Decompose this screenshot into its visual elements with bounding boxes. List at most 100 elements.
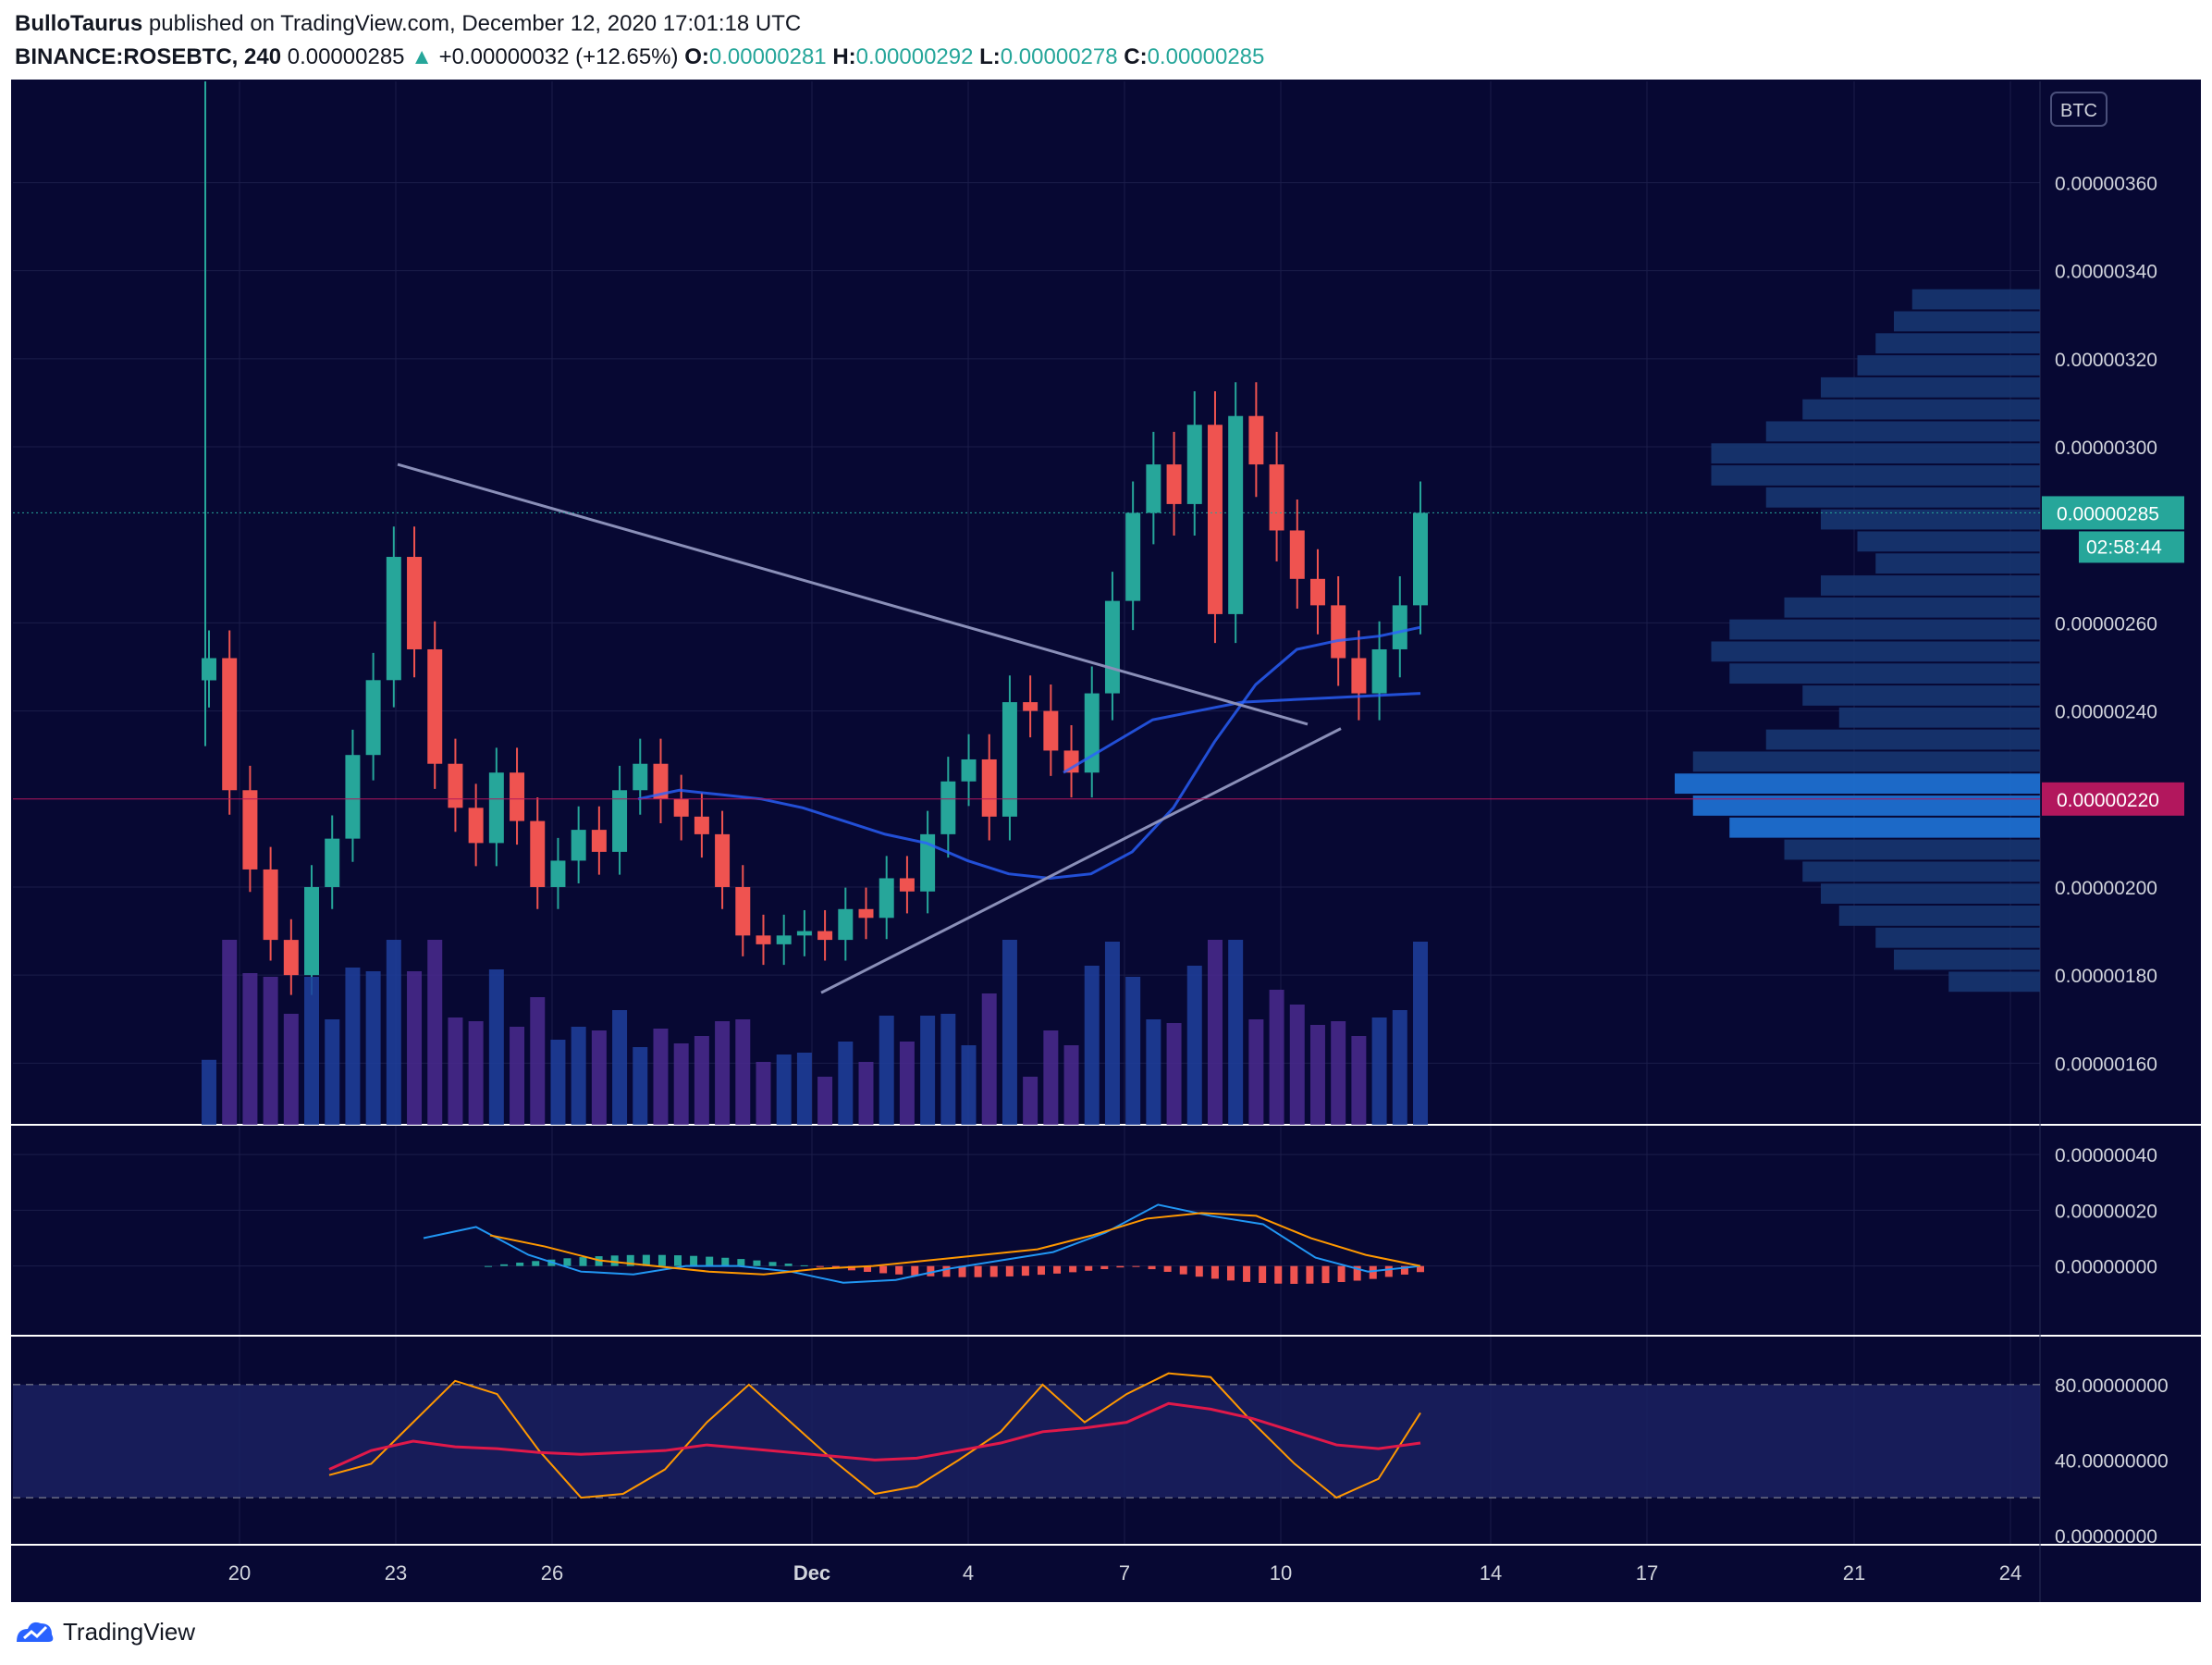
tradingview-logo-icon[interactable] [15,1618,55,1646]
candle-body [838,908,854,941]
volume-profile-bar [1838,906,2040,926]
candle-body [1146,464,1161,513]
y-tick-label: 0.00000240 [2055,702,2157,723]
candle-body [1166,464,1182,504]
macd-histogram-bar [1037,1265,1045,1276]
y-tick-label: 0.00000200 [2055,878,2157,899]
candle-body [776,935,792,944]
candle-body [715,833,731,887]
x-tick-label: 10 [1270,1561,1292,1585]
volume-profile-bar [1802,861,2040,882]
moving-average-line [1063,692,1421,774]
macd-histogram-bar [753,1260,761,1266]
y-tick-label: 0.00000180 [2055,966,2157,987]
volume-bar [1331,1021,1346,1125]
y-tick-label: 0.00000160 [2055,1054,2157,1075]
macd-histogram-bar [485,1265,492,1267]
close-value: 0.00000285 [1147,44,1265,69]
candle-body [530,820,546,887]
volume-bar [673,1043,689,1125]
macd-histogram-bar [816,1265,824,1267]
publisher-name[interactable]: BulloTaurus [15,11,143,36]
macd-histogram-bar [500,1264,509,1266]
candle-body [283,940,299,976]
volume-bar [510,1027,525,1125]
candle-body [1309,578,1325,606]
x-tick-label: 17 [1636,1561,1658,1585]
candle-body [796,931,812,936]
volume-bar [735,1019,751,1125]
macd-histogram-bar [1384,1265,1393,1277]
volume-profile-bar [1729,619,2040,640]
candle-body [940,781,956,834]
macd-histogram-bar [989,1265,998,1277]
candle-body [1248,415,1264,465]
macd-histogram-bar [706,1256,714,1266]
volume-profile-bar [1784,597,2040,618]
candle-body [1023,702,1038,711]
candle-body [1186,425,1202,504]
brand-label[interactable]: TradingView [63,1617,196,1646]
signal-line [489,1212,1421,1276]
volume-bar [961,1045,977,1125]
volume-bar [817,1077,833,1125]
volume-profile-bar [1948,971,2040,993]
macd-histogram-bar [847,1265,855,1271]
y-tick-label: 0.00000260 [2055,613,2157,635]
macd-histogram-bar [516,1263,524,1266]
y-tick-label: 0.00000000 [2055,1526,2157,1548]
volume-profile-bar [1821,575,2040,596]
macd-histogram-bar [1100,1265,1109,1270]
candle-body [1392,605,1407,649]
candle-body [591,830,607,852]
y-tick-label: 0.00000020 [2055,1201,2157,1222]
volume-profile-bar [1802,399,2040,420]
x-tick-label: Dec [793,1561,830,1585]
candle-body [961,758,977,782]
macd-histogram-bar [1274,1265,1283,1284]
macd-histogram-bar [626,1254,634,1266]
candle-body [222,658,238,791]
macd-histogram-bar [1116,1265,1124,1268]
footer: TradingView [15,1613,195,1650]
symbol-label: BINANCE:ROSEBTC, 240 [15,44,282,69]
macd-histogram-bar [1417,1265,1424,1273]
macd-histogram-bar [1069,1265,1077,1273]
macd-histogram-bar [958,1265,966,1277]
volume-bar [1371,1018,1387,1125]
macd-histogram-bar [532,1261,540,1266]
volume-bar [1002,940,1017,1125]
moving-average-line [637,625,1421,880]
macd-histogram-bar [1226,1265,1235,1281]
volume-bar [879,1016,894,1125]
volume-bar [838,1042,854,1125]
candle-body [756,935,771,944]
volume-profile-bar [1857,355,2040,376]
macd-histogram-bar [1321,1265,1330,1284]
x-tick-label: 7 [1119,1561,1130,1585]
macd-histogram-bar [800,1264,808,1266]
volume-bar [202,1059,216,1125]
candle-body [571,830,586,861]
volume-bar [715,1021,731,1125]
y-tick-label: 0.00000040 [2055,1145,2157,1166]
macd-histogram-bar [974,1265,982,1277]
open-value: 0.00000281 [708,44,827,69]
volume-bar [283,1014,299,1125]
candle-body [427,648,443,764]
volume-bar [550,1040,566,1125]
volume-profile-bar [1875,333,2040,354]
candle-body [694,816,709,834]
change-value: +0.00000032 (+12.65%) [438,44,679,69]
volume-profile-bar [1875,927,2040,948]
volume-profile-bar [1821,883,2040,905]
macd-histogram-bar [1005,1265,1014,1276]
high-value: 0.00000292 [855,44,974,69]
candle-body [920,833,936,892]
volume-profile-bar [1675,773,2040,795]
candle-body [1269,464,1284,531]
volume-profile-bar [1711,465,2040,486]
volume-bar [1166,1023,1182,1125]
macd-histogram-bar [1210,1265,1219,1279]
